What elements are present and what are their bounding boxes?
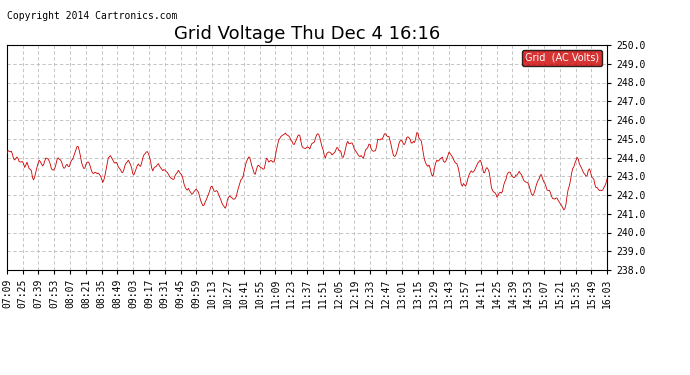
- Text: Copyright 2014 Cartronics.com: Copyright 2014 Cartronics.com: [7, 11, 177, 21]
- Title: Grid Voltage Thu Dec 4 16:16: Grid Voltage Thu Dec 4 16:16: [174, 26, 440, 44]
- Legend: Grid  (AC Volts): Grid (AC Volts): [522, 50, 602, 66]
